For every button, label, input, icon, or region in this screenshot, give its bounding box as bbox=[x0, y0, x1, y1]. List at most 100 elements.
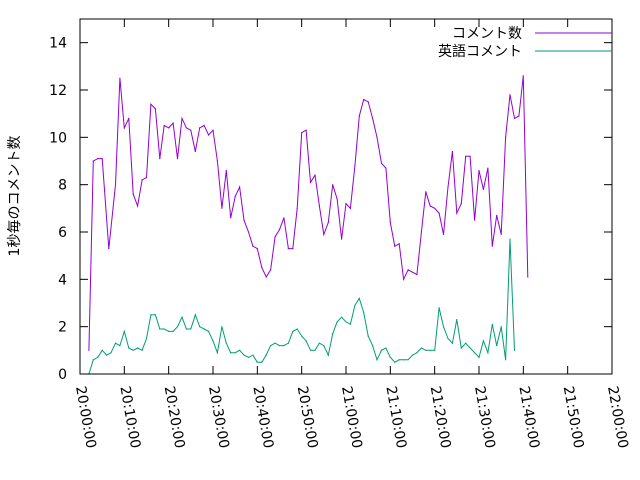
data-point bbox=[256, 361, 258, 363]
x-tick-label: 21:00:00 bbox=[338, 385, 365, 450]
axis-ticks bbox=[79, 19, 613, 375]
data-point bbox=[438, 307, 440, 309]
data-point bbox=[380, 162, 383, 164]
y-tick-label: 6 bbox=[58, 225, 67, 241]
data-point bbox=[474, 352, 476, 354]
data-point bbox=[442, 326, 445, 328]
y-tick-label: 0 bbox=[58, 367, 67, 383]
data-point bbox=[261, 266, 263, 269]
data-point bbox=[283, 345, 285, 347]
data-point bbox=[172, 122, 174, 124]
data-point bbox=[389, 221, 391, 224]
data-point bbox=[216, 352, 218, 354]
data-point bbox=[491, 245, 493, 247]
data-point bbox=[154, 314, 156, 316]
data-point bbox=[332, 333, 334, 335]
data-point bbox=[212, 340, 214, 342]
data-point bbox=[425, 349, 427, 351]
data-point bbox=[141, 179, 143, 181]
data-point bbox=[434, 349, 436, 351]
data-point bbox=[145, 337, 148, 340]
data-point bbox=[176, 326, 179, 328]
data-point bbox=[287, 342, 289, 344]
data-point bbox=[265, 354, 267, 356]
data-point bbox=[518, 115, 520, 117]
data-point bbox=[270, 345, 272, 347]
data-point bbox=[225, 169, 227, 172]
data-point bbox=[522, 75, 524, 77]
data-point bbox=[327, 354, 329, 356]
x-tick-label: 21:30:00 bbox=[471, 385, 498, 450]
data-point bbox=[132, 349, 134, 351]
data-point bbox=[314, 349, 316, 351]
data-point bbox=[376, 359, 378, 361]
data-point bbox=[270, 269, 272, 271]
data-point bbox=[385, 167, 387, 169]
data-point bbox=[411, 271, 414, 273]
x-tick-label: 22:00:00 bbox=[604, 385, 631, 450]
data-point bbox=[465, 342, 467, 344]
data-point bbox=[243, 219, 245, 221]
data-point bbox=[101, 349, 103, 351]
data-point bbox=[243, 354, 245, 356]
data-point bbox=[354, 165, 356, 167]
data-point bbox=[106, 354, 108, 356]
x-tick-labels: 20:00:00 20:10:00 20:20:00 20:30:00 20:40:00… bbox=[72, 385, 631, 450]
data-point bbox=[225, 342, 227, 344]
data-point bbox=[465, 155, 467, 157]
data-point bbox=[261, 361, 263, 363]
data-point bbox=[154, 108, 156, 110]
x-tick-label: 21:50:00 bbox=[560, 385, 587, 450]
data-point bbox=[274, 342, 276, 344]
data-point bbox=[327, 221, 329, 224]
data-point bbox=[168, 127, 170, 129]
data-point bbox=[208, 330, 210, 332]
data-point bbox=[354, 304, 356, 306]
data-point bbox=[230, 352, 232, 354]
data-point bbox=[296, 207, 298, 209]
data-point bbox=[345, 203, 347, 205]
data-point bbox=[292, 330, 294, 332]
data-point bbox=[296, 328, 298, 330]
data-point bbox=[252, 354, 254, 356]
plot-frame bbox=[79, 18, 613, 375]
data-point bbox=[442, 233, 445, 235]
x-tick-label: 21:10:00 bbox=[382, 385, 409, 450]
legend-label: コメント数 bbox=[452, 26, 522, 42]
data-point bbox=[185, 127, 187, 129]
data-point bbox=[478, 356, 480, 358]
data-point bbox=[190, 129, 192, 131]
data-point bbox=[101, 158, 103, 160]
y-tick-label: 4 bbox=[58, 272, 67, 288]
data-point bbox=[509, 94, 511, 96]
data-point bbox=[301, 132, 303, 134]
data-point bbox=[203, 124, 205, 127]
x-tick-label: 21:20:00 bbox=[427, 385, 454, 450]
x-tick-label: 21:40:00 bbox=[515, 385, 542, 450]
data-point bbox=[234, 352, 236, 354]
data-point bbox=[203, 328, 205, 330]
data-point bbox=[482, 188, 484, 190]
data-point bbox=[367, 101, 369, 103]
data-point bbox=[137, 347, 139, 349]
data-point bbox=[108, 248, 110, 250]
data-point bbox=[358, 297, 360, 299]
data-point bbox=[341, 238, 343, 240]
data-point bbox=[145, 177, 148, 179]
data-point bbox=[496, 345, 498, 347]
data-point bbox=[336, 198, 338, 200]
data-point bbox=[456, 212, 458, 214]
data-point bbox=[292, 248, 294, 250]
data-point bbox=[114, 184, 117, 186]
data-point bbox=[199, 326, 201, 328]
data-point bbox=[128, 117, 130, 119]
data-point bbox=[185, 328, 187, 330]
data-point bbox=[487, 167, 489, 169]
x-tick-label: 20:20:00 bbox=[161, 385, 188, 450]
data-point bbox=[181, 316, 183, 318]
data-point bbox=[163, 328, 165, 330]
data-point bbox=[372, 345, 374, 347]
data-point bbox=[407, 269, 409, 271]
legend-label: 英語コメント bbox=[438, 43, 522, 60]
data-point bbox=[132, 193, 134, 195]
